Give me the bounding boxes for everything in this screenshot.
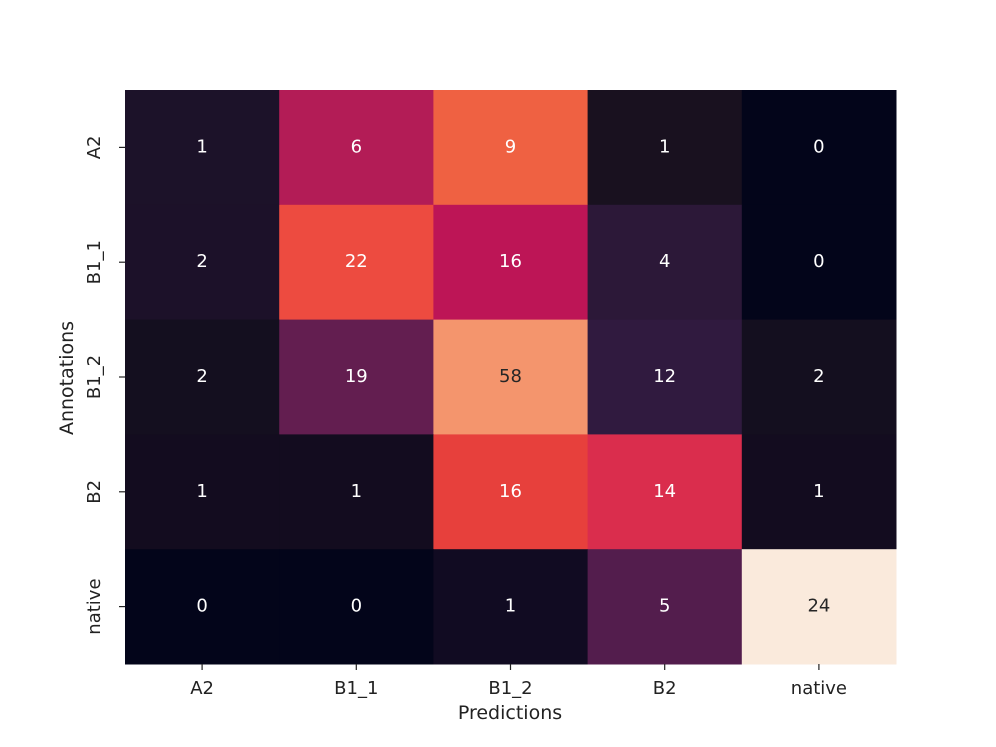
heatmap-cell (279, 434, 434, 550)
cell-value-label: 1 (659, 136, 670, 157)
heatmap-cell-labels: 1 6 9 1 02 22 16 4 02 19 58 12 21 1 16 14 10 0 1 5 24 (196, 136, 830, 616)
cell-value-label: 16 (499, 251, 522, 272)
heatmap-cell (279, 90, 434, 206)
heatmap-cell (741, 90, 897, 206)
cell-value-label: 2 (196, 251, 207, 272)
cell-value-label: 0 (351, 596, 362, 617)
heatmap-cell (433, 90, 589, 206)
y-tick-label: A2 (84, 136, 105, 160)
heatmap-cell (279, 319, 434, 435)
cell-value-label: 9 (505, 136, 516, 157)
y-tick-label: B2 (84, 480, 105, 504)
heatmap-cell (741, 549, 897, 665)
heatmap-cell (125, 319, 280, 435)
cell-value-label: 12 (653, 366, 676, 387)
cell-value-label: 16 (499, 481, 522, 502)
x-tick-label: B1_1 (334, 678, 378, 699)
heatmap-cell (433, 204, 589, 321)
cell-value-label: 0 (813, 251, 824, 272)
y-axis-title: Annotations (56, 321, 78, 435)
cell-value-label: 14 (653, 481, 676, 502)
heatmap-cell (587, 319, 743, 435)
cell-value-label: 6 (351, 136, 362, 157)
cell-value-label: 1 (813, 481, 824, 502)
cell-value-label: 1 (196, 481, 207, 502)
heatmap-cell (125, 434, 280, 550)
y-tick-label: B1_2 (84, 355, 105, 399)
cell-value-label: 1 (505, 596, 516, 617)
heatmap-cell (433, 549, 589, 665)
x-axis-title: Predictions (458, 702, 562, 724)
heatmap-cell (741, 204, 897, 321)
heatmap-cell (125, 204, 280, 321)
cell-value-label: 1 (196, 136, 207, 157)
cell-value-label: 22 (345, 251, 368, 272)
heatmap-cell (741, 319, 897, 435)
cell-value-label: 0 (196, 596, 207, 617)
y-tick-label: B1_1 (84, 240, 105, 284)
heatmap-cell (279, 549, 434, 665)
cell-value-label: 24 (807, 596, 830, 617)
cell-value-label: 5 (659, 596, 670, 617)
y-tick-label: native (84, 578, 105, 634)
heatmap-cell (587, 434, 743, 550)
x-tick-label: native (791, 678, 847, 699)
cell-value-label: 0 (813, 136, 824, 157)
heatmap-cell (587, 90, 743, 206)
cell-value-label: 4 (659, 251, 670, 272)
heatmap-cell (125, 90, 280, 206)
x-tick-label: B2 (653, 678, 677, 699)
x-tick-label: B1_2 (488, 678, 532, 699)
heatmap-cell (433, 319, 589, 435)
heatmap-cell (125, 549, 280, 665)
heatmap-cell (587, 549, 743, 665)
heatmap-cell (433, 434, 589, 550)
heatmap-cell (741, 434, 897, 550)
heatmap-cell (279, 204, 434, 321)
x-tick-label: A2 (190, 678, 214, 699)
heatmap-cell (587, 204, 743, 321)
y-axis-ticks: A2 B1_1 B1_2 B2 native (84, 136, 125, 635)
cell-value-label: 1 (351, 481, 362, 502)
x-axis-ticks: A2 B1_1 B1_2 B2 native (190, 664, 847, 699)
cell-value-label: 19 (345, 366, 368, 387)
cell-value-label: 2 (813, 366, 824, 387)
heatmap-cells (125, 90, 897, 665)
cell-value-label: 58 (499, 366, 522, 387)
cell-value-label: 2 (196, 366, 207, 387)
